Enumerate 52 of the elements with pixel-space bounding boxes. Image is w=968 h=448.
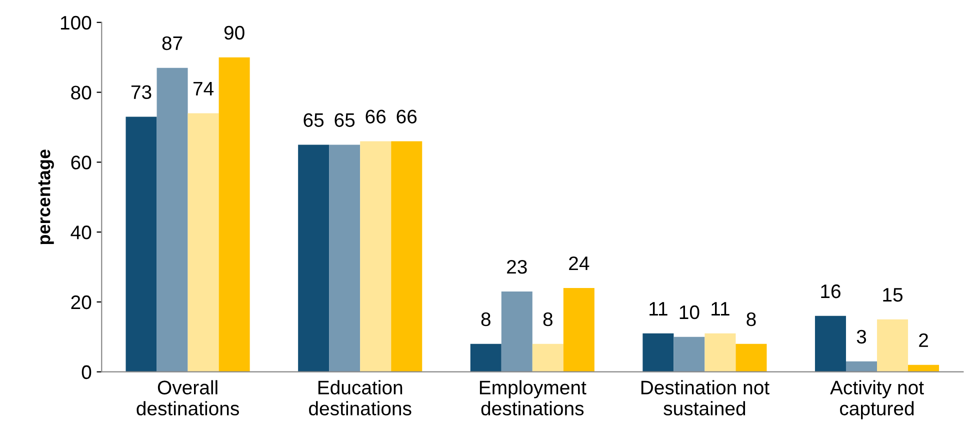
data-label: 87	[162, 36, 182, 50]
bar	[501, 291, 532, 372]
bar	[391, 141, 422, 372]
bar	[218, 57, 250, 372]
bar	[563, 288, 594, 372]
data-label: 11	[650, 302, 668, 316]
data-label: 16	[821, 284, 840, 298]
x-tick-label: Destination not sustained	[641, 380, 770, 416]
data-label: 74	[193, 82, 214, 96]
data-label: 23	[507, 260, 527, 274]
bar	[846, 361, 878, 372]
data-label: 73	[131, 85, 152, 100]
y-tick-label: 20	[71, 295, 92, 310]
data-label: 66	[366, 110, 386, 124]
bar	[704, 333, 736, 372]
bar	[188, 113, 219, 372]
data-label: 11	[712, 302, 730, 316]
bar	[156, 68, 188, 372]
bar	[470, 344, 502, 372]
x-tick-label: Activity not captured	[830, 380, 924, 420]
data-label: 2	[919, 333, 928, 347]
y-tick-label: 100	[60, 16, 92, 30]
data-label: 8	[543, 312, 552, 326]
data-label: 65	[304, 113, 324, 127]
bar	[360, 141, 392, 372]
bar	[736, 344, 767, 372]
y-tick-label: 0	[82, 365, 92, 380]
bar	[642, 333, 674, 372]
bar	[329, 144, 360, 372]
bar	[877, 319, 908, 372]
data-label: 3	[856, 330, 866, 344]
data-label: 65	[334, 113, 355, 127]
bar	[298, 144, 330, 372]
data-label: 66	[396, 110, 417, 124]
bar	[814, 316, 846, 372]
data-label: 15	[883, 288, 903, 302]
bar	[532, 344, 564, 372]
data-label: 24	[569, 256, 590, 270]
data-label: 10	[680, 305, 700, 320]
bar	[674, 336, 705, 372]
data-label: 90	[224, 26, 244, 40]
y-tick-label: 60	[71, 156, 92, 170]
x-tick-label: Employment destinations	[480, 380, 586, 416]
bar	[908, 364, 940, 372]
y-axis-title: percentage	[38, 150, 54, 244]
y-tick-label: 40	[70, 226, 92, 240]
bar	[126, 116, 157, 372]
y-tick-label: 80	[71, 86, 92, 100]
data-label: 8	[481, 312, 490, 326]
data-label: 8	[746, 312, 756, 326]
x-tick-label: Education destinations	[309, 380, 412, 416]
x-tick-label: Overall destinations	[136, 380, 239, 416]
